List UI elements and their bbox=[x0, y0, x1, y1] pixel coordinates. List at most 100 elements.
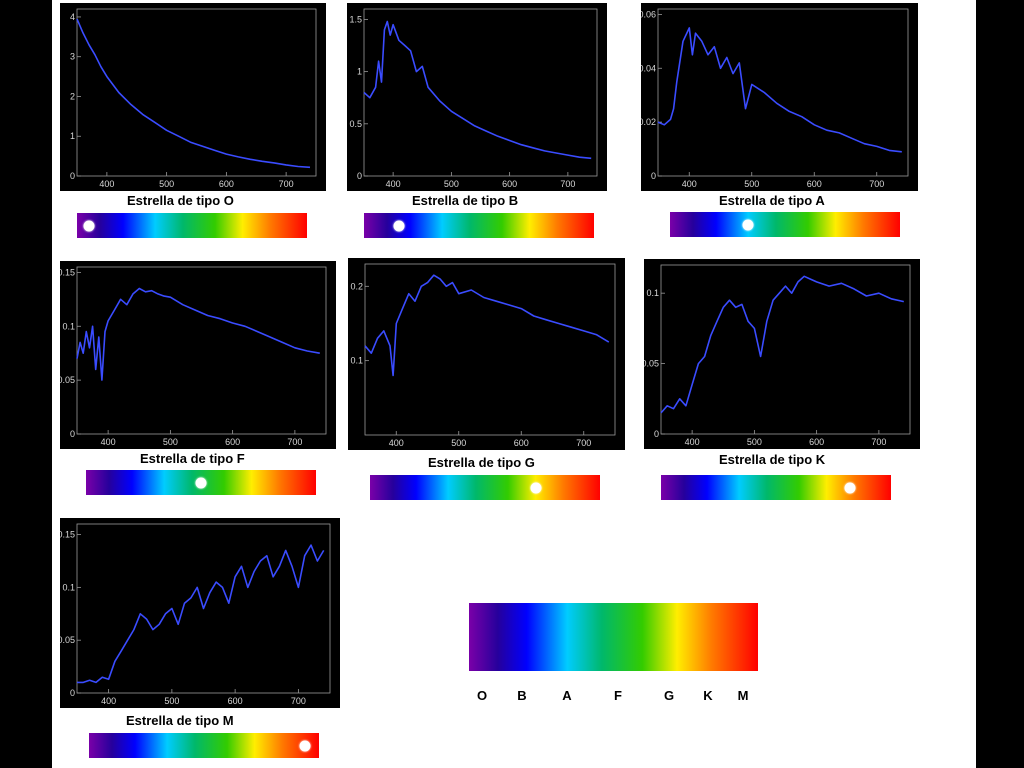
chart-caption-g: Estrella de tipo G bbox=[428, 455, 535, 470]
x-tick-label: 600 bbox=[809, 437, 824, 447]
spectrum-line bbox=[363, 20, 592, 160]
y-tick-label: 0.5 bbox=[349, 119, 362, 129]
x-tick-label: 400 bbox=[101, 437, 116, 447]
chart-caption-m: Estrella de tipo M bbox=[126, 713, 234, 728]
legend-color-bar bbox=[469, 603, 758, 671]
x-tick-label: 600 bbox=[807, 179, 822, 189]
legend-letter-o: O bbox=[476, 688, 488, 703]
chart-caption-o: Estrella de tipo O bbox=[127, 193, 234, 208]
y-tick-label: 0 bbox=[70, 429, 75, 439]
spectrum-chart-k: 400 500 600 700 0 0.05 0.1 bbox=[644, 259, 920, 449]
x-tick-label: 500 bbox=[163, 437, 178, 447]
y-tick-label: 0.04 bbox=[641, 63, 656, 73]
y-tick-label: 0.1 bbox=[646, 288, 659, 298]
chart-caption-f: Estrella de tipo F bbox=[140, 451, 245, 466]
x-tick-label: 400 bbox=[386, 179, 401, 189]
y-tick-label: 0.15 bbox=[60, 530, 75, 540]
x-tick-label: 600 bbox=[228, 696, 243, 706]
chart-caption-a: Estrella de tipo A bbox=[719, 193, 825, 208]
x-tick-label: 600 bbox=[219, 179, 234, 189]
y-tick-label: 1 bbox=[70, 131, 75, 141]
spectrum-line bbox=[657, 27, 902, 153]
y-tick-label: 0.1 bbox=[350, 356, 363, 366]
star-marker-g bbox=[530, 482, 542, 493]
x-tick-label: 700 bbox=[560, 179, 575, 189]
spectrum-chart-g: 400 500 600 700 0.1 0.2 bbox=[348, 258, 625, 450]
y-tick-label: 0.05 bbox=[60, 375, 75, 385]
y-tick-label: 0.1 bbox=[62, 321, 75, 331]
x-tick-label: 500 bbox=[164, 696, 179, 706]
spectrum-chart-a: 400 500 600 700 0 0.02 0.04 0.06 bbox=[641, 3, 918, 191]
x-tick-label: 700 bbox=[287, 437, 302, 447]
x-tick-label: 500 bbox=[744, 179, 759, 189]
legend-letter-b: B bbox=[517, 688, 527, 703]
x-tick-label: 400 bbox=[101, 696, 116, 706]
x-tick-label: 700 bbox=[871, 437, 886, 447]
y-tick-label: 0.2 bbox=[350, 281, 363, 291]
x-tick-label: 400 bbox=[682, 179, 697, 189]
y-tick-label: 0 bbox=[654, 429, 659, 439]
y-tick-label: 2 bbox=[70, 91, 75, 101]
star-marker-o bbox=[83, 220, 94, 231]
star-marker-b bbox=[393, 220, 404, 231]
color-bar-m bbox=[89, 733, 319, 758]
y-tick-label: 0.06 bbox=[641, 9, 656, 19]
y-tick-label: 0.1 bbox=[62, 582, 75, 592]
y-tick-label: 0.05 bbox=[60, 635, 75, 645]
star-marker-a bbox=[742, 219, 754, 230]
x-tick-label: 500 bbox=[451, 438, 466, 448]
x-tick-label: 600 bbox=[225, 437, 240, 447]
y-tick-label: 0 bbox=[70, 171, 75, 181]
spectrum-line bbox=[76, 287, 320, 381]
y-tick-label: 0.05 bbox=[644, 359, 659, 369]
color-bar-o bbox=[77, 213, 307, 238]
y-tick-label: 0 bbox=[70, 688, 75, 698]
spectrum-line bbox=[364, 274, 610, 377]
star-marker-m bbox=[299, 740, 311, 751]
x-tick-label: 500 bbox=[159, 179, 174, 189]
legend-letter-k: K bbox=[703, 688, 713, 703]
y-tick-label: 1.5 bbox=[349, 14, 362, 24]
plot-frame bbox=[660, 264, 911, 435]
plot-frame bbox=[364, 263, 616, 436]
color-bar-g bbox=[370, 475, 600, 500]
x-tick-label: 500 bbox=[747, 437, 762, 447]
plot-frame bbox=[76, 8, 317, 177]
color-bar-f bbox=[86, 470, 316, 495]
y-tick-label: 0.02 bbox=[641, 117, 656, 127]
x-tick-label: 600 bbox=[514, 438, 529, 448]
y-tick-label: 1 bbox=[357, 67, 362, 77]
x-tick-label: 700 bbox=[576, 438, 591, 448]
y-tick-label: 4 bbox=[70, 12, 75, 22]
color-bar-a bbox=[670, 212, 900, 237]
spectrum-chart-o: 400 500 600 700 0 1 2 3 4 bbox=[60, 3, 326, 191]
x-tick-label: 700 bbox=[869, 179, 884, 189]
y-tick-label: 0 bbox=[357, 171, 362, 181]
plot-frame bbox=[657, 8, 909, 177]
x-tick-label: 400 bbox=[99, 179, 114, 189]
x-tick-label: 400 bbox=[685, 437, 700, 447]
chart-caption-k: Estrella de tipo K bbox=[719, 452, 826, 467]
plot-frame bbox=[76, 523, 331, 694]
y-tick-label: 3 bbox=[70, 52, 75, 62]
legend-letter-m: M bbox=[737, 688, 749, 703]
x-tick-label: 500 bbox=[444, 179, 459, 189]
x-tick-label: 700 bbox=[279, 179, 294, 189]
spectrum-line bbox=[76, 18, 311, 169]
color-bar-k bbox=[661, 475, 891, 500]
star-marker-k bbox=[844, 482, 856, 493]
spectrum-chart-f: 400 500 600 700 0 0.05 0.1 0.15 bbox=[60, 261, 336, 449]
spectrum-line bbox=[77, 544, 325, 684]
spectrum-chart-b: 400 500 600 700 0 0.5 1 1.5 bbox=[347, 3, 607, 191]
legend-letter-g: G bbox=[663, 688, 675, 703]
spectrum-chart-m: 400 500 600 700 0 0.05 0.1 0.15 bbox=[60, 518, 340, 708]
x-tick-label: 600 bbox=[502, 179, 517, 189]
plot-frame bbox=[363, 8, 598, 177]
y-tick-label: 0.15 bbox=[60, 267, 75, 277]
spectrum-line bbox=[660, 275, 904, 414]
star-marker-f bbox=[195, 477, 207, 488]
y-tick-label: 0 bbox=[651, 171, 656, 181]
legend-letter-f: F bbox=[614, 688, 622, 703]
chart-caption-b: Estrella de tipo B bbox=[412, 193, 519, 208]
plot-frame bbox=[76, 266, 327, 435]
